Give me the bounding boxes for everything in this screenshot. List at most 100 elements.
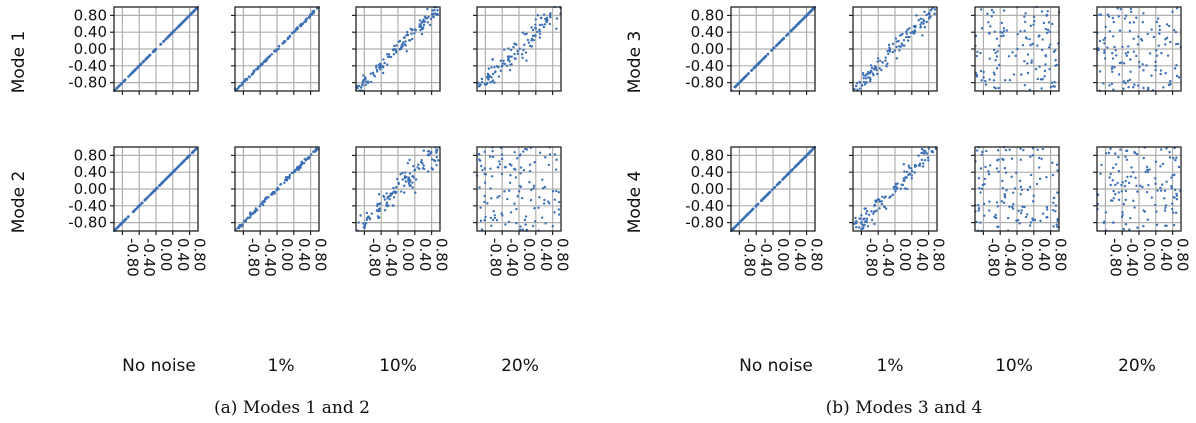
scatter-point — [383, 208, 387, 212]
scatter-point — [855, 82, 859, 85]
scatter-point — [1172, 223, 1176, 227]
scatter-point — [1052, 201, 1055, 205]
scatter-point — [1055, 163, 1059, 166]
scatter-point — [1142, 225, 1145, 228]
scatter-point — [1135, 16, 1138, 19]
scatter-point — [493, 81, 496, 84]
scatter-point — [477, 152, 481, 156]
scatter-point — [1033, 19, 1036, 23]
scatter-point — [1030, 59, 1034, 62]
scatter-point — [1128, 228, 1131, 231]
y-tick-label: -0.40 — [68, 197, 107, 215]
scatter-point — [398, 47, 401, 51]
scatter-point — [1165, 224, 1168, 228]
scatter-point — [995, 201, 999, 204]
x-tick-label: -0.40 — [757, 238, 775, 277]
scatter-point — [1165, 147, 1168, 150]
scatter-point — [1170, 202, 1174, 205]
scatter-point — [920, 158, 924, 162]
scatter-point — [420, 26, 423, 29]
scatter-point — [983, 214, 986, 217]
scatter-point — [524, 223, 527, 226]
scatter-point — [401, 171, 404, 175]
scatter-point — [1020, 188, 1024, 192]
scatter-point — [557, 213, 561, 216]
scatter-point — [1154, 68, 1157, 72]
scatter-point — [899, 187, 903, 190]
scatter-point — [1164, 71, 1167, 75]
scatter-point — [414, 191, 417, 194]
scatter-panel-g1-r0-c1 — [849, 6, 938, 95]
scatter-point — [927, 147, 931, 150]
scatter-point — [755, 203, 759, 207]
scatter-point — [1011, 51, 1014, 54]
scatter-point — [255, 208, 258, 211]
scatter-point — [1117, 73, 1121, 76]
scatter-point — [904, 36, 908, 39]
scatter-point — [249, 214, 252, 217]
x-tick-label: 0.00 — [520, 238, 538, 271]
scatter-point — [872, 212, 875, 215]
scatter-point — [1132, 86, 1135, 89]
scatter-point — [1056, 218, 1059, 221]
scatter-panel-g1-r0-c0: -0.80-0.400.000.400.80 — [685, 5, 817, 95]
scatter-point — [509, 48, 513, 52]
scatter-point — [513, 167, 516, 171]
scatter-point — [854, 225, 858, 229]
scatter-point — [143, 199, 146, 202]
scatter-point — [1169, 82, 1172, 86]
scatter-point — [523, 43, 526, 47]
scatter-point — [1005, 29, 1009, 32]
scatter-point — [799, 20, 802, 23]
scatter-point — [500, 153, 504, 156]
scatter-point — [1026, 53, 1030, 56]
scatter-point — [508, 163, 512, 166]
scatter-point — [436, 9, 439, 12]
scatter-point — [288, 173, 292, 177]
scatter-point — [993, 215, 996, 219]
x-tick-label: -0.40 — [382, 238, 400, 277]
scatter-point — [513, 202, 516, 205]
scatter-point — [1026, 188, 1030, 192]
scatter-point — [1015, 219, 1018, 223]
scatter-point — [1124, 189, 1128, 193]
scatter-point — [427, 150, 431, 153]
scatter-point — [979, 51, 982, 55]
scatter-point — [385, 203, 388, 206]
scatter-point — [1046, 215, 1049, 219]
scatter-point — [1016, 47, 1019, 51]
row-label-mode-4: Mode 4 — [625, 171, 645, 234]
x-tick-label: 0.40 — [416, 238, 434, 271]
scatter-point — [498, 160, 501, 163]
scatter-point — [515, 221, 518, 225]
scatter-point — [431, 168, 435, 171]
scatter-point — [380, 66, 383, 69]
scatter-point — [1174, 42, 1178, 46]
scatter-point — [1054, 64, 1057, 67]
scatter-point — [873, 65, 877, 68]
scatter-point — [1135, 153, 1139, 156]
scatter-point — [997, 170, 1000, 173]
scatter-point — [996, 159, 999, 162]
scatter-point — [1164, 206, 1167, 209]
scatter-point — [1103, 49, 1106, 52]
scatter-point — [538, 32, 542, 36]
scatter-point — [555, 189, 558, 193]
scatter-point — [907, 164, 911, 167]
scatter-point — [295, 168, 298, 171]
scatter-point — [298, 167, 301, 170]
scatter-point — [524, 51, 528, 54]
scatter-point — [1049, 43, 1052, 46]
scatter-point — [502, 48, 506, 51]
scatter-point — [987, 21, 990, 24]
scatter-point — [1111, 70, 1114, 74]
scatter-point — [996, 225, 999, 229]
scatter-point — [1045, 13, 1048, 17]
x-tick-label: 0.40 — [913, 238, 931, 271]
scatter-point — [906, 39, 910, 42]
scatter-point — [1156, 189, 1159, 192]
scatter-point — [395, 44, 398, 47]
scatter-point — [891, 193, 895, 196]
scatter-point — [977, 207, 981, 210]
scatter-point — [363, 76, 367, 79]
